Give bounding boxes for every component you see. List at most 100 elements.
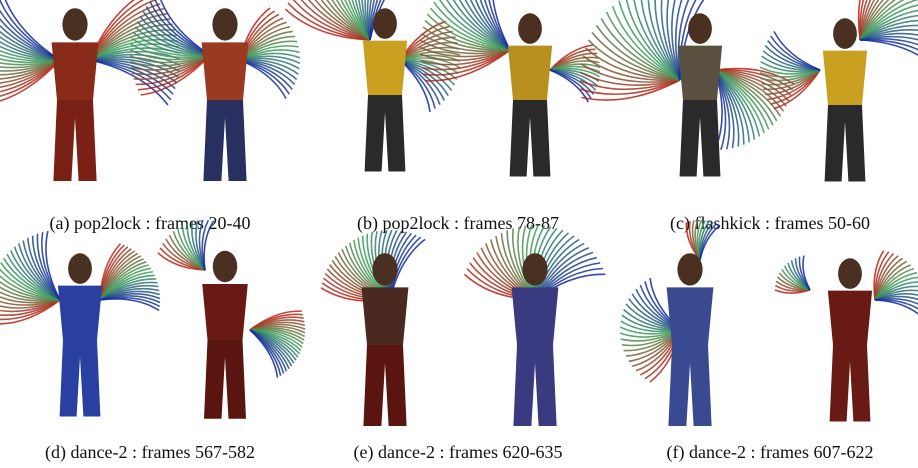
head [373, 8, 397, 39]
caption: (c) flashkick : frames 50-60 [670, 213, 870, 234]
legs [59, 340, 101, 417]
motion-trail [647, 0, 681, 81]
motion-trail [488, 0, 511, 51]
motion-trail [587, 39, 681, 81]
motion-trail [671, 0, 681, 81]
motion-trail [419, 49, 511, 62]
motion-trail [654, 0, 681, 81]
motion-trail [595, 24, 681, 81]
motion-trail [677, 0, 690, 81]
torso [361, 287, 409, 345]
head [838, 258, 862, 289]
motion-trail [600, 18, 681, 81]
motion-trail [679, 0, 697, 81]
motion-trail [203, 220, 215, 271]
motion-trail [344, 0, 371, 41]
motion-trail [773, 31, 821, 71]
motion-trail [611, 5, 681, 81]
motion-trail [625, 0, 681, 81]
head [833, 18, 857, 49]
torso [511, 287, 559, 345]
motion-trail [421, 49, 511, 71]
motion-trail [640, 0, 681, 81]
legs [513, 345, 557, 426]
caption: (e) dance-2 : frames 620-635 [354, 442, 563, 463]
motion-trail [364, 0, 371, 41]
head [518, 13, 542, 44]
motion-trail [320, 0, 371, 41]
dancer [157, 219, 306, 419]
motion-trail [605, 11, 681, 81]
motion-trail [369, 0, 379, 41]
motion-trail [581, 79, 681, 101]
motion-trail [421, 33, 511, 53]
dancer [579, 0, 795, 177]
caption: (f) dance-2 : frames 607-622 [667, 442, 874, 463]
motion-trail [425, 49, 511, 82]
motion-trail [452, 0, 511, 51]
motion-trail [292, 0, 371, 41]
legs [53, 100, 97, 181]
motion-trail [331, 0, 371, 41]
motion-trail [464, 0, 511, 51]
motion-trail [458, 0, 511, 51]
dancer [774, 250, 918, 422]
motion-trail [340, 0, 371, 41]
legs [203, 100, 247, 181]
motion-trail [426, 13, 511, 51]
motion-trail [159, 0, 211, 56]
motion-trail [699, 224, 721, 261]
motion-trail [580, 63, 681, 83]
motion-trail [446, 0, 511, 51]
motion-trail [368, 0, 372, 41]
motion-trail [423, 49, 511, 76]
head [677, 253, 703, 286]
motion-trail [326, 0, 371, 41]
torso [57, 285, 103, 340]
motion-trail [439, 0, 511, 51]
dancer [0, 0, 181, 181]
torso [202, 284, 248, 340]
motion-trail [492, 0, 511, 51]
motion-trail [579, 79, 681, 90]
dancer [320, 229, 426, 426]
dancer [619, 219, 721, 426]
dancer [0, 230, 161, 417]
legs [363, 345, 407, 426]
motion-trail [300, 0, 371, 41]
dancer [463, 224, 606, 426]
caption: (d) dance-2 : frames 567-582 [45, 442, 255, 463]
motion-trail [484, 0, 511, 51]
head [372, 253, 398, 286]
motion-trail [99, 298, 160, 312]
motion-trail [89, 59, 169, 106]
motion-trail [666, 0, 681, 81]
motion-trail [366, 0, 371, 41]
motion-trail [874, 299, 918, 315]
legs [679, 100, 721, 177]
motion-trail [582, 55, 681, 82]
legs [364, 95, 406, 172]
motion-trail [420, 49, 511, 66]
motion-trail [369, 0, 382, 41]
motion-trail [307, 0, 371, 41]
motion-trail [314, 0, 371, 41]
motion-trail [361, 0, 371, 41]
torso [507, 45, 553, 100]
motion-trail [348, 0, 371, 41]
motion-trail [474, 0, 511, 51]
motion-trail [354, 0, 371, 41]
torso [201, 42, 249, 100]
motion-trail [45, 230, 61, 301]
motion-trail [424, 19, 511, 51]
head [62, 8, 88, 41]
motion-trail [358, 0, 371, 41]
motion-trail [249, 329, 279, 378]
head [522, 253, 548, 286]
torso [827, 290, 873, 345]
head [688, 13, 712, 44]
dancer [284, 0, 461, 172]
head [212, 250, 238, 283]
motion-trail [336, 0, 371, 41]
